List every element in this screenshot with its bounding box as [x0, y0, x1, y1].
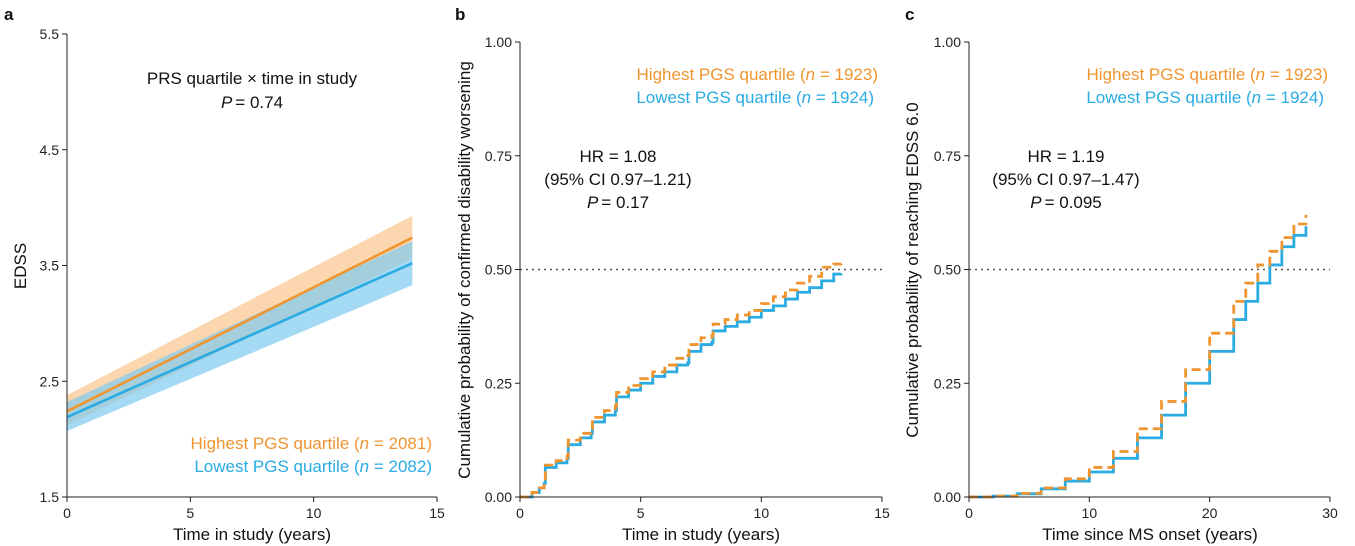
panel-a-x-tick-label: 5 [186, 505, 194, 521]
panel-a-y-tick-label: 1.5 [40, 489, 60, 505]
panel-c-x-ticks: 0 10 20 30 [965, 497, 1338, 521]
panel-c-y-label: Cumulative probability of reaching EDSS … [903, 102, 922, 437]
panel-b-x-tick-label: 0 [516, 505, 524, 521]
panel-b-y-tick-label: 0.00 [485, 489, 512, 505]
panel-b-x-ticks: 0 5 10 15 [516, 497, 890, 521]
panel-a-y-tick-label: 2.5 [40, 373, 60, 389]
panel-b-ci: (95% CI 0.97–1.21) [544, 170, 691, 189]
panel-c-p-value: P = 0.095 [1030, 193, 1102, 212]
panel-c-curve-lowest [969, 226, 1308, 499]
panel-c-x-tick-label: 30 [1322, 505, 1338, 521]
panel-b-y-tick-label: 0.50 [485, 262, 512, 278]
panel-b: b 0.00 0.25 0.50 0.75 1.00 0 5 10 15 Time in st… [455, 5, 890, 544]
panel-a-x-tick-label: 0 [63, 505, 71, 521]
panel-b-y-tick-label: 0.25 [485, 375, 512, 391]
panel-c-curve-highest [969, 214, 1308, 499]
panel-b-legend-lowest: Lowest PGS quartile (n = 1924) [636, 88, 874, 107]
panel-a-y-tick-label: 5.5 [40, 26, 60, 42]
panel-c-y-tick-label: 1.00 [934, 34, 961, 50]
panel-b-p-value: P = 0.17 [587, 193, 649, 212]
panel-a-letter: a [4, 5, 14, 24]
panel-c-y-tick-label: 0.25 [934, 375, 961, 391]
panel-a-p-value: P = 0.74 [221, 93, 283, 112]
panel-c-y-tick-label: 0.50 [934, 262, 961, 278]
panel-a-y-tick-label: 4.5 [40, 142, 60, 158]
panel-a-x-tick-label: 15 [429, 505, 445, 521]
panel-c-letter: c [905, 5, 914, 24]
panel-c-legend-highest: Highest PGS quartile (n = 1923) [1087, 65, 1328, 84]
panel-a-line-lowest [66, 261, 413, 419]
panel-b-x-tick-label: 15 [874, 505, 890, 521]
panel-a-ci-band-lowest [67, 241, 413, 432]
panel-b-x-tick-label: 10 [754, 505, 770, 521]
panel-a-y-label: EDSS [11, 243, 30, 289]
panel-c-plot-area [969, 214, 1330, 499]
panel-a-y-tick-label: 3.5 [40, 258, 60, 274]
panel-a-legend-highest: Highest PGS quartile (n = 2081) [191, 434, 432, 453]
panel-a-x-label: Time in study (years) [173, 525, 331, 544]
panel-c-hr: HR = 1.19 [1027, 147, 1104, 166]
panel-c-x-label: Time since MS onset (years) [1042, 525, 1258, 544]
panel-b-hr: HR = 1.08 [579, 147, 656, 166]
panel-b-curve-lowest [520, 272, 843, 499]
panel-b-legend-highest: Highest PGS quartile (n = 1923) [637, 65, 878, 84]
panel-c-x-tick-label: 20 [1202, 505, 1218, 521]
panel-b-x-label: Time in study (years) [622, 525, 780, 544]
panel-c-x-tick-label: 10 [1082, 505, 1098, 521]
panel-a-interaction-label: PRS quartile × time in study [147, 69, 358, 88]
panel-c-y-ticks: 0.00 0.25 0.50 0.75 1.00 [934, 34, 969, 505]
panel-a: a 1.5 2.5 3.5 4.5 5.5 0 5 10 15 Time in study (… [4, 5, 445, 544]
panel-c-y-tick-label: 0.75 [934, 148, 961, 164]
panel-c: c 0.00 0.25 0.50 0.75 1.00 0 10 20 30 Time sinc… [903, 5, 1338, 544]
panel-b-y-tick-label: 0.75 [485, 148, 512, 164]
panel-b-x-tick-label: 5 [637, 505, 645, 521]
panel-a-line-highest [66, 236, 413, 413]
panel-b-y-ticks: 0.00 0.25 0.50 0.75 1.00 [485, 34, 520, 505]
panel-b-y-label: Cumulative probability of confirmed disa… [455, 61, 474, 479]
panel-c-y-tick-label: 0.00 [934, 489, 961, 505]
panel-c-legend-lowest: Lowest PGS quartile (n = 1924) [1086, 88, 1324, 107]
panel-c-ci: (95% CI 0.97–1.47) [992, 170, 1139, 189]
panel-b-plot-area [520, 262, 882, 499]
panel-a-x-tick-label: 10 [306, 505, 322, 521]
panel-b-curve-highest [520, 262, 843, 499]
panel-c-x-tick-label: 0 [965, 505, 973, 521]
panel-a-plot-area [66, 215, 413, 432]
panel-b-y-tick-label: 1.00 [485, 34, 512, 50]
panel-a-legend-lowest: Lowest PGS quartile (n = 2082) [194, 457, 432, 476]
panel-a-x-ticks: 0 5 10 15 [63, 497, 445, 521]
panel-a-y-ticks: 1.5 2.5 3.5 4.5 5.5 [40, 26, 67, 505]
panel-b-letter: b [455, 5, 465, 24]
